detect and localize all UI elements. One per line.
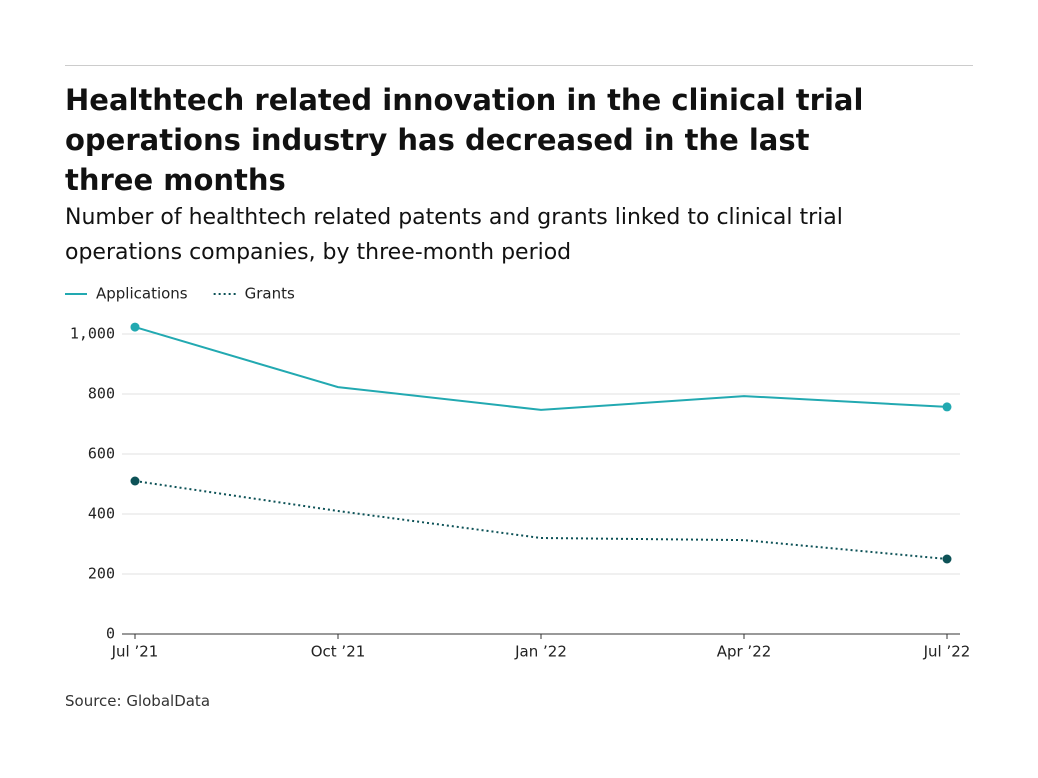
end-marker bbox=[942, 402, 952, 412]
legend-label: Grants bbox=[245, 285, 295, 303]
end-marker bbox=[130, 322, 140, 332]
end-marker bbox=[130, 476, 140, 486]
chart: 0 200 400 600 800 1,000 Jul ’21 Oct ’21 Jan ’22 A… bbox=[65, 285, 971, 661]
y-tick-label: 400 bbox=[88, 505, 115, 523]
y-tick-label: 1,000 bbox=[70, 325, 115, 343]
x-tick-label: Apr ’22 bbox=[717, 643, 772, 661]
series-line bbox=[134, 480, 948, 560]
series-line bbox=[134, 326, 948, 411]
chart-subtitle: Number of healthtech related patents and… bbox=[65, 205, 843, 265]
y-tick-label: 800 bbox=[88, 385, 115, 403]
legend-label: Applications bbox=[96, 285, 188, 303]
y-tick-label: 600 bbox=[88, 445, 115, 463]
top-rule bbox=[65, 65, 973, 66]
chart-title: Healthtech related innovation in the cli… bbox=[65, 83, 864, 197]
x-tick-label: Jul ’22 bbox=[923, 643, 971, 661]
x-tick-label: Jul ’21 bbox=[111, 643, 159, 661]
source: Source: GlobalData bbox=[65, 692, 211, 710]
x-tick-label: Jan ’22 bbox=[514, 643, 567, 661]
x-tick-label: Oct ’21 bbox=[311, 643, 366, 661]
y-tick-label: 0 bbox=[106, 625, 115, 643]
end-marker bbox=[942, 554, 952, 564]
y-tick-label: 200 bbox=[88, 565, 115, 583]
